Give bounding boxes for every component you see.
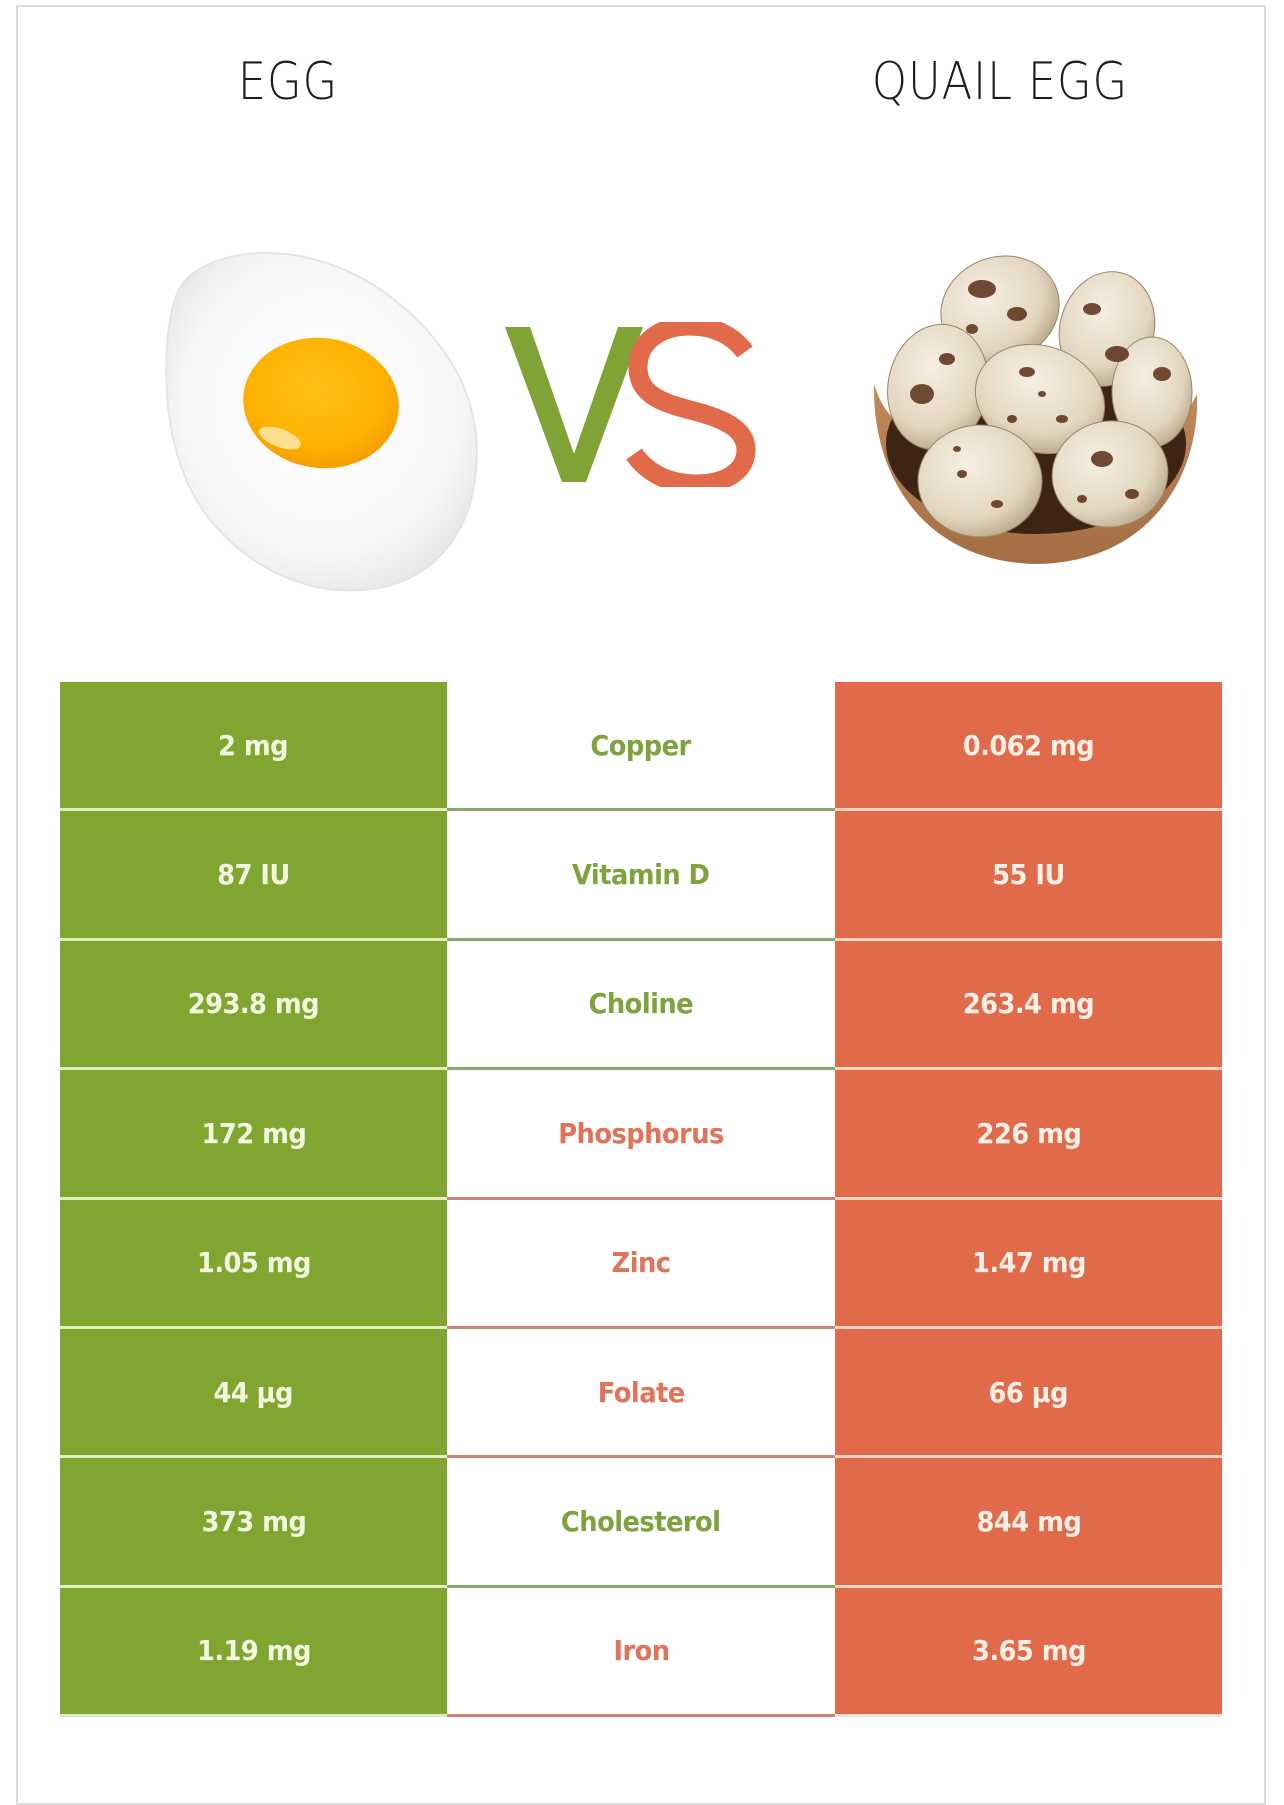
left-value-cell: 87 IU [60, 811, 447, 941]
quail-eggs-image [873, 255, 1198, 564]
right-food-title: QUAIL EGG [871, 52, 1129, 112]
table-row: 44 µg Folate 66 µg [60, 1328, 1222, 1459]
right-value-cell: 0.062 mg [835, 682, 1222, 812]
table-row: 293.8 mg Choline 263.4 mg [60, 940, 1222, 1071]
right-value-cell: 226 mg [835, 1070, 1222, 1200]
left-value-cell: 2 mg [60, 682, 447, 812]
right-value-cell: 263.4 mg [835, 940, 1222, 1071]
nutrient-label-cell: Vitamin D [447, 811, 835, 941]
left-food-title: EGG [237, 52, 339, 112]
nutrient-comparison-table: 2 mg Copper 0.062 mg 87 IU Vitamin D 55 … [60, 682, 1222, 1718]
nutrient-label-cell: Copper [447, 682, 835, 812]
left-value-cell: 44 µg [60, 1328, 447, 1459]
right-value-cell: 66 µg [835, 1328, 1222, 1459]
nutrient-label-cell: Iron [447, 1587, 835, 1718]
table-row: 373 mg Cholesterol 844 mg [60, 1458, 1222, 1588]
fried-egg-image [165, 251, 478, 592]
nutrient-label-cell: Zinc [447, 1199, 835, 1329]
vs-s-letter [626, 322, 756, 487]
right-value-cell: 1.47 mg [835, 1199, 1222, 1329]
table-row: 87 IU Vitamin D 55 IU [60, 811, 1222, 941]
nutrient-label-cell: Cholesterol [447, 1458, 835, 1588]
right-value-cell: 844 mg [835, 1458, 1222, 1588]
table-row: 2 mg Copper 0.062 mg [60, 682, 1222, 812]
table-row: 172 mg Phosphorus 226 mg [60, 1070, 1222, 1200]
left-value-cell: 1.19 mg [60, 1587, 447, 1718]
vs-graphic [505, 322, 756, 487]
table-row: 1.05 mg Zinc 1.47 mg [60, 1199, 1222, 1329]
nutrient-label-cell: Choline [447, 940, 835, 1071]
left-value-cell: 293.8 mg [60, 940, 447, 1071]
vs-v-letter [505, 327, 643, 482]
left-value-cell: 1.05 mg [60, 1199, 447, 1329]
nutrient-label-cell: Phosphorus [447, 1070, 835, 1200]
table-row: 1.19 mg Iron 3.65 mg [60, 1587, 1222, 1718]
left-value-cell: 373 mg [60, 1458, 447, 1588]
right-value-cell: 55 IU [835, 811, 1222, 941]
left-value-cell: 172 mg [60, 1070, 447, 1200]
right-value-cell: 3.65 mg [835, 1587, 1222, 1718]
nutrient-label-cell: Folate [447, 1328, 835, 1459]
